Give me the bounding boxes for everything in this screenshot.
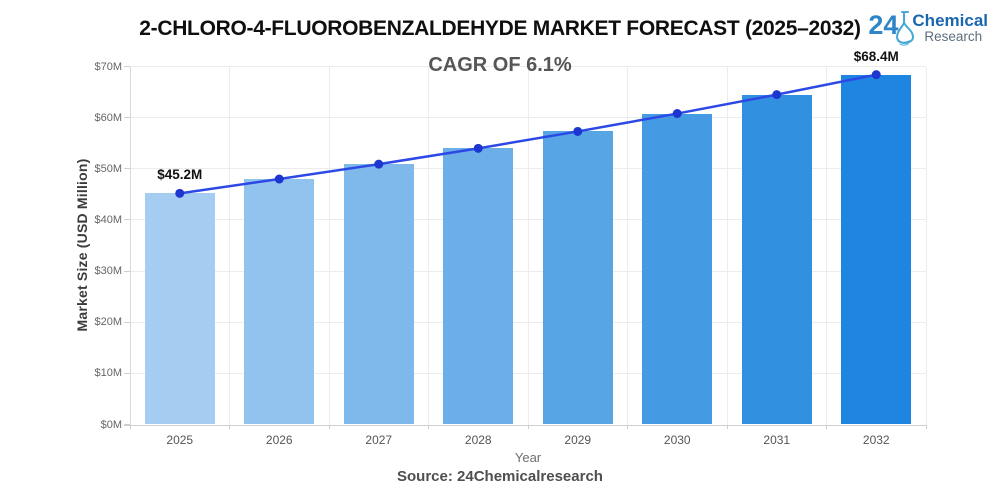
- y-tick-mark: [124, 66, 130, 67]
- bar-2032: [841, 74, 912, 425]
- y-tick-label: $20M: [94, 316, 122, 329]
- bar-2026: [244, 179, 315, 425]
- y-tick-mark: [124, 117, 130, 119]
- y-tick-mark: [124, 168, 130, 170]
- x-tick-label: 2030: [663, 432, 691, 447]
- x-axis-title: Year: [514, 450, 542, 465]
- company-logo[interactable]: 24 Chemical Research: [868, 10, 988, 51]
- gridline-v: [229, 66, 230, 425]
- x-tick-mark: [527, 424, 529, 429]
- logo-text: Chemical Research: [912, 12, 988, 44]
- x-axis-line: [124, 424, 926, 426]
- y-tick-label: $0M: [100, 418, 122, 431]
- x-tick-label: 2025: [166, 432, 194, 447]
- x-tick-mark: [129, 424, 131, 429]
- gridline-v: [527, 66, 529, 425]
- flask-icon: [891, 10, 917, 51]
- x-tick-mark: [627, 424, 628, 429]
- cagr-subtitle: CAGR OF 6.1%: [428, 54, 572, 76]
- x-tick-label: 2028: [464, 432, 492, 447]
- y-tick-label: $30M: [94, 265, 122, 278]
- x-tick-label: 2027: [365, 432, 393, 447]
- x-tick-label: 2026: [265, 432, 293, 447]
- x-tick-mark: [826, 424, 827, 429]
- logo-number: 24: [868, 10, 899, 40]
- bar-2028: [443, 148, 514, 425]
- y-tick-label: $40M: [94, 213, 122, 226]
- y-tick-mark: [124, 372, 130, 374]
- x-tick-mark: [925, 424, 927, 429]
- bar-2027: [343, 164, 414, 425]
- x-tick-label: 2031: [763, 432, 791, 447]
- gridline-v: [826, 66, 827, 425]
- page-title: 2-CHLORO-4-FLUOROBENZALDEHYDE MARKET FOR…: [139, 17, 861, 40]
- y-axis-line: [129, 66, 131, 425]
- y-tick-mark: [124, 270, 130, 272]
- y-tick-label: $50M: [94, 162, 122, 175]
- gridline-v: [925, 66, 927, 425]
- x-tick-mark: [428, 424, 429, 429]
- x-tick-mark: [726, 424, 728, 429]
- logo-line2: Research: [924, 29, 983, 44]
- y-axis-title: Market Size (USD Million): [74, 158, 90, 332]
- bar-value-label: $45.2M: [157, 167, 203, 183]
- gridline-v: [627, 66, 628, 425]
- x-tick-label: 2032: [862, 432, 890, 447]
- bar-2025: [144, 193, 215, 425]
- y-tick-mark: [124, 321, 130, 323]
- bar-2029: [542, 131, 613, 425]
- x-tick-mark: [328, 424, 330, 429]
- bar-2030: [642, 113, 713, 425]
- y-tick-label: $70M: [94, 60, 122, 73]
- gridline-v: [428, 66, 429, 425]
- source-attribution: Source: 24Chemicalresearch: [397, 468, 603, 485]
- logo-line1: Chemical: [912, 11, 988, 30]
- x-tick-label: 2029: [564, 432, 592, 447]
- y-tick-label: $60M: [94, 111, 122, 124]
- bar-2031: [741, 94, 812, 425]
- gridline-v: [726, 66, 728, 425]
- gridline-v: [328, 66, 330, 425]
- x-tick-mark: [229, 424, 230, 429]
- y-tick-label: $10M: [94, 367, 122, 380]
- bar-value-label: $68.4M: [853, 48, 899, 64]
- y-tick-mark: [124, 219, 130, 221]
